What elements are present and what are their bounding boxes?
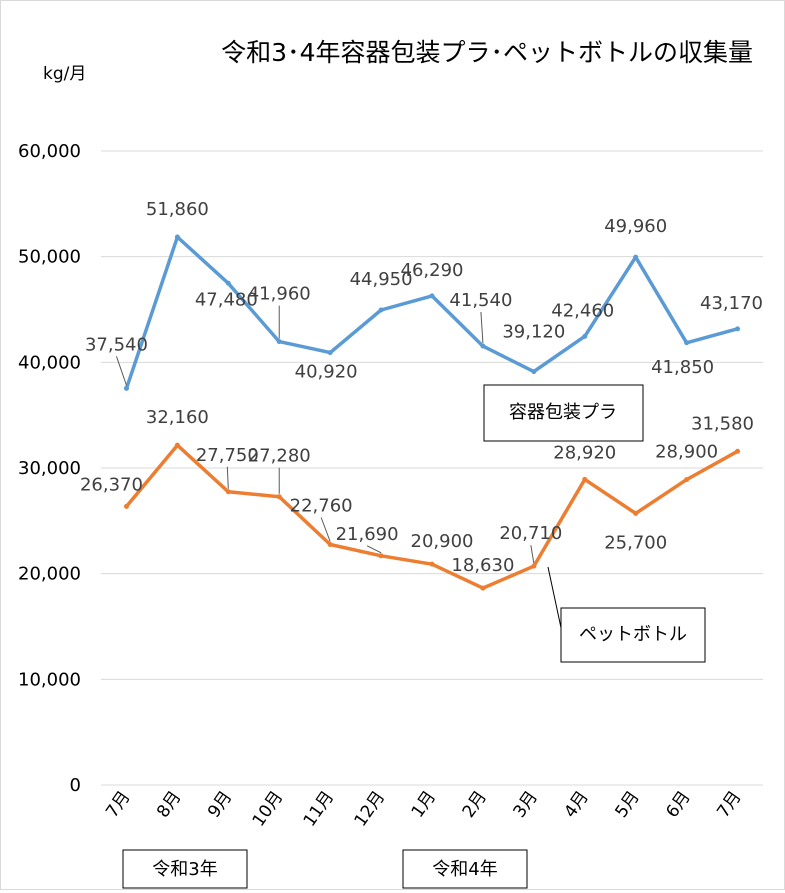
data-label: 22,760 <box>290 496 353 517</box>
x-tick-label: 1月 <box>408 787 440 821</box>
data-point <box>429 561 435 567</box>
data-point <box>327 542 333 548</box>
x-tick-label: 12月 <box>351 787 390 830</box>
data-label: 18,630 <box>451 555 514 576</box>
data-point <box>276 339 282 345</box>
year-label-r3: 令和3年 <box>122 849 248 889</box>
data-point <box>429 293 435 299</box>
data-point <box>633 254 639 260</box>
data-point <box>582 333 588 339</box>
x-tick-label: 3月 <box>510 787 542 821</box>
data-label: 37,540 <box>85 334 148 355</box>
x-tick-label: 4月 <box>561 787 593 821</box>
y-tick-label: 10,000 <box>18 669 81 690</box>
data-label: 44,950 <box>350 269 413 290</box>
data-label: 51,860 <box>146 199 209 220</box>
data-label: 27,750 <box>196 445 259 466</box>
data-point <box>225 280 231 286</box>
y-tick-label: 30,000 <box>18 458 81 479</box>
data-label: 39,120 <box>502 322 565 343</box>
y-tick-label: 20,000 <box>18 564 81 585</box>
leader-line <box>480 312 484 344</box>
data-point <box>684 340 690 346</box>
x-tick-label: 7月 <box>102 787 134 821</box>
series-line-1 <box>124 443 740 590</box>
data-label: 41,850 <box>651 357 714 378</box>
data-label: 31,580 <box>691 413 754 434</box>
leader-line <box>320 517 331 542</box>
x-tick-label: 11月 <box>300 787 339 830</box>
data-label: 47,480 <box>195 289 258 310</box>
x-tick-label: 9月 <box>204 787 236 821</box>
data-point <box>684 477 690 483</box>
leader-line <box>226 466 229 489</box>
leader-line <box>115 356 127 386</box>
legend-label-pet: ペットボトル <box>579 624 687 645</box>
data-label: 21,690 <box>336 524 399 545</box>
data-point <box>735 448 741 454</box>
x-tick-label: 5月 <box>611 787 643 821</box>
data-label: 20,710 <box>499 523 562 544</box>
x-tick-label: 7月 <box>713 787 745 821</box>
y-axis-unit: kg/月 <box>43 64 86 84</box>
x-tick-label: 2月 <box>459 787 491 821</box>
data-point <box>531 369 537 375</box>
data-point <box>378 307 384 313</box>
data-label: 40,920 <box>295 362 358 383</box>
legend-label-plastic: 容器包装プラ <box>509 402 617 423</box>
data-point <box>174 234 180 240</box>
data-point <box>327 350 333 356</box>
data-point <box>735 326 741 332</box>
data-point <box>123 503 129 509</box>
year-label-r4: 令和4年 <box>402 849 528 889</box>
data-point <box>582 476 588 482</box>
data-label: 43,170 <box>700 293 763 314</box>
chart-title: 令和3･4年容器包装プラ･ペットボトルの収集量 <box>221 38 753 67</box>
y-tick-label: 40,000 <box>18 352 81 373</box>
data-point <box>123 385 129 391</box>
data-point <box>378 553 384 559</box>
data-label: 32,160 <box>146 407 209 428</box>
x-tick-label: 6月 <box>662 787 694 821</box>
data-label: 46,290 <box>401 260 464 281</box>
data-point <box>276 494 282 500</box>
year-label-r3-text: 令和3年 <box>152 859 217 880</box>
data-label: 41,960 <box>248 284 311 305</box>
data-label: 28,900 <box>655 442 718 463</box>
data-point <box>174 442 180 448</box>
y-tick-label: 50,000 <box>18 247 81 268</box>
data-label: 20,900 <box>411 531 474 552</box>
data-point <box>480 343 486 349</box>
data-point <box>480 585 486 591</box>
x-tick-label: 10月 <box>249 787 288 830</box>
x-tick-label: 8月 <box>153 787 185 821</box>
legend-callout-plastic: 容器包装プラ <box>483 384 644 442</box>
data-label: 28,920 <box>553 442 616 463</box>
leader-line <box>366 545 382 554</box>
legend-callout-pet: ペットボトル <box>560 607 706 663</box>
y-tick-label: 60,000 <box>18 141 81 162</box>
data-label: 25,700 <box>604 532 667 553</box>
data-point <box>531 563 537 569</box>
data-label: 42,460 <box>551 300 614 321</box>
data-point <box>633 510 639 516</box>
data-label: 49,960 <box>604 216 667 237</box>
year-label-r4-text: 令和4年 <box>432 859 497 880</box>
data-label: 26,370 <box>80 474 143 495</box>
data-label: 27,280 <box>248 446 311 467</box>
data-point <box>225 489 231 495</box>
y-tick-label: 0 <box>70 775 81 796</box>
data-label: 41,540 <box>449 290 512 311</box>
leader-line <box>530 545 535 564</box>
